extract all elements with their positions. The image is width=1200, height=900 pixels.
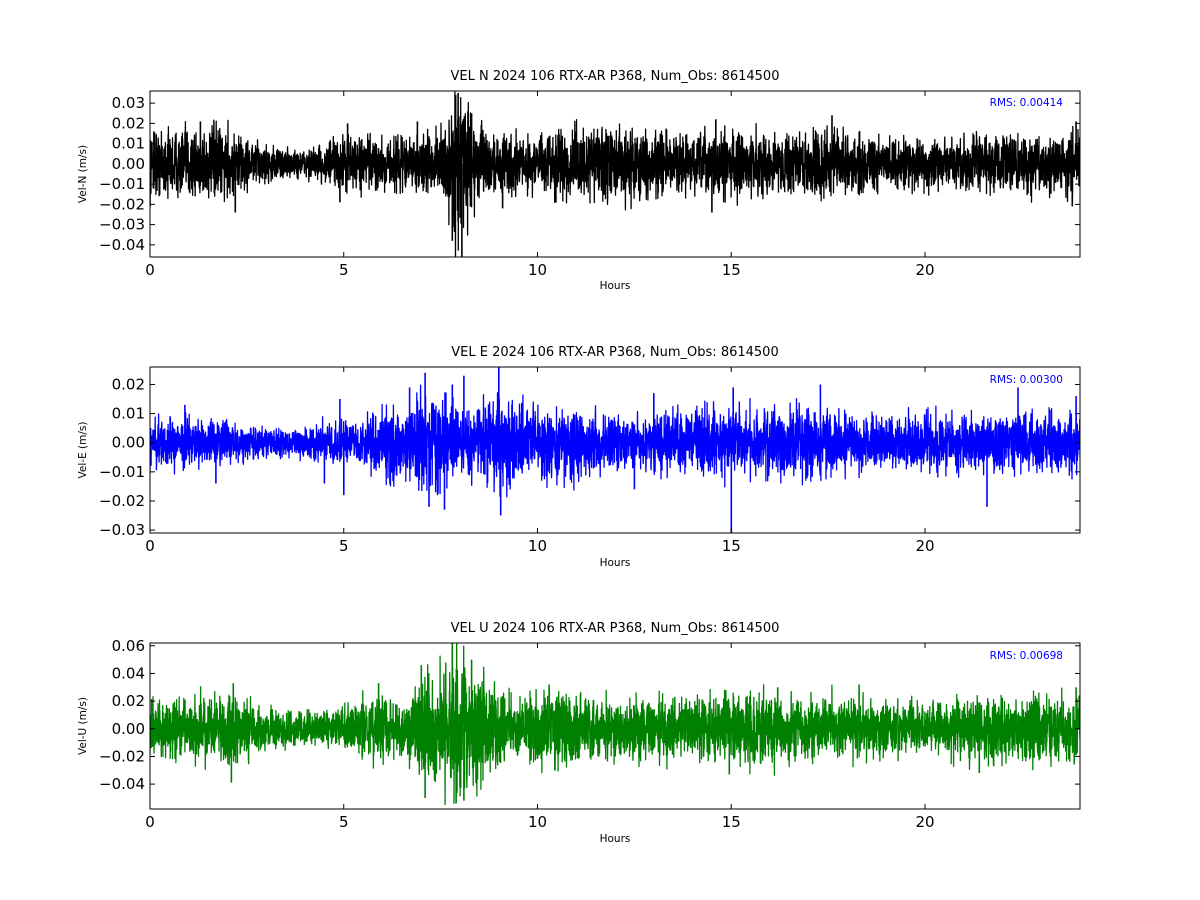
y-axis-label: Vel-N (m/s) — [77, 145, 89, 203]
x-tick-label: 20 — [915, 813, 934, 831]
y-tick-label: 0.00 — [112, 720, 145, 738]
x-tick-label: 15 — [722, 261, 741, 279]
y-tick-label: −0.01 — [99, 463, 145, 481]
y-axis-label: Vel-U (m/s) — [77, 697, 89, 755]
panel-vel-u: VEL U 2024 106 RTX-AR P368, Num_Obs: 861… — [77, 621, 1081, 845]
panel-title: VEL E 2024 106 RTX-AR P368, Num_Obs: 861… — [451, 345, 778, 360]
x-tick-label: 10 — [528, 537, 547, 555]
x-tick-label: 0 — [145, 261, 155, 279]
x-tick-label: 0 — [145, 813, 155, 831]
panel-title: VEL U 2024 106 RTX-AR P368, Num_Obs: 861… — [451, 621, 780, 636]
y-tick-label: −0.04 — [99, 775, 145, 793]
tick-layer: 0 5 10 15 20 −0.04 −0.03 −0.02 −0.01 0.00 0.01 0.02… — [99, 91, 1080, 279]
y-tick-label: 0.01 — [112, 135, 145, 153]
y-tick-label: 0.00 — [112, 155, 145, 173]
x-tick-label: 5 — [339, 261, 349, 279]
x-axis-label: Hours — [600, 280, 631, 292]
rms-annotation: RMS: 0.00300 — [990, 374, 1063, 386]
x-axis-label: Hours — [600, 557, 631, 569]
x-tick-label: 20 — [915, 537, 934, 555]
y-tick-label: 0.03 — [112, 94, 145, 112]
y-tick-label: −0.03 — [99, 216, 145, 234]
y-tick-label: −0.01 — [99, 175, 145, 193]
y-tick-label: −0.02 — [99, 492, 145, 510]
x-tick-label: 10 — [528, 813, 547, 831]
data-series-layer — [150, 367, 1080, 533]
x-tick-label: 10 — [528, 261, 547, 279]
x-tick-label: 15 — [722, 537, 741, 555]
panel-title: VEL N 2024 106 RTX-AR P368, Num_Obs: 861… — [451, 69, 780, 84]
y-tick-label: −0.02 — [99, 195, 145, 213]
y-tick-label: 0.00 — [112, 434, 145, 452]
series-trace — [150, 643, 1080, 806]
data-series-layer — [150, 91, 1080, 257]
plot-frame — [149, 90, 1081, 258]
y-axis-label: Vel-E (m/s) — [77, 422, 89, 479]
rms-annotation: RMS: 0.00698 — [990, 650, 1063, 662]
y-tick-label: 0.06 — [112, 637, 145, 655]
x-tick-label: 5 — [339, 537, 349, 555]
y-tick-label: 0.02 — [112, 114, 145, 132]
plot-frame — [149, 642, 1081, 810]
y-tick-label: 0.02 — [112, 692, 145, 710]
plot-frame — [149, 366, 1081, 534]
tick-layer: 0 5 10 15 20 −0.03 −0.02 −0.01 0.00 0.01 0.02 — [99, 367, 1080, 555]
y-tick-label: −0.03 — [99, 521, 145, 539]
y-tick-label: 0.04 — [112, 664, 145, 682]
y-tick-label: −0.04 — [99, 236, 145, 254]
x-tick-label: 0 — [145, 537, 155, 555]
x-tick-label: 20 — [915, 261, 934, 279]
rms-annotation: RMS: 0.00414 — [990, 97, 1064, 109]
series-trace — [150, 91, 1080, 257]
data-series-layer — [150, 643, 1080, 806]
x-axis-label: Hours — [600, 833, 631, 845]
series-trace — [150, 384, 1080, 498]
x-tick-label: 15 — [722, 813, 741, 831]
y-tick-label: −0.02 — [99, 747, 145, 765]
x-tick-label: 5 — [339, 813, 349, 831]
panel-vel-n: VEL N 2024 106 RTX-AR P368, Num_Obs: 861… — [77, 69, 1081, 292]
panel-vel-e: VEL E 2024 106 RTX-AR P368, Num_Obs: 861… — [77, 345, 1081, 569]
y-tick-label: 0.02 — [112, 375, 145, 393]
y-tick-label: 0.01 — [112, 405, 145, 423]
tick-layer: 0 5 10 15 20 −0.04 −0.02 0.00 0.02 0.04 0.06 — [99, 637, 1080, 831]
